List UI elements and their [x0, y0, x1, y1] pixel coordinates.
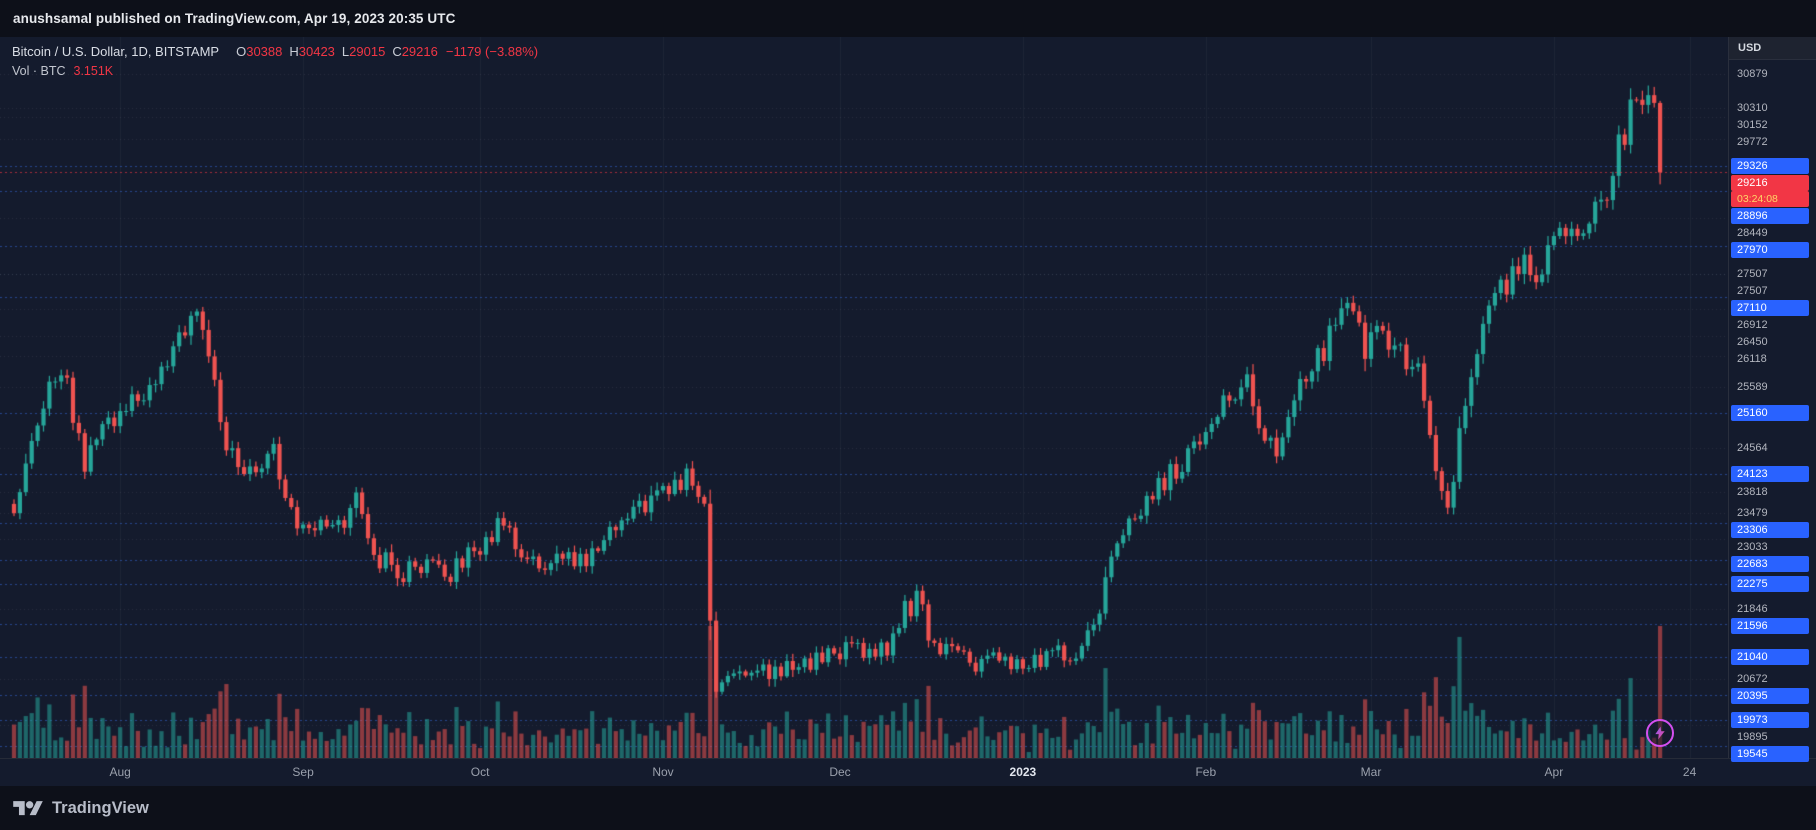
- boost-button[interactable]: [1646, 719, 1674, 747]
- low-label: L: [341, 44, 350, 59]
- attribution-bar: anushsamal published on TradingView.com,…: [0, 0, 1816, 37]
- close-value: 29216: [401, 44, 438, 59]
- currency-toggle[interactable]: USD: [1729, 37, 1816, 60]
- price-tick-label: 30152: [1737, 118, 1768, 131]
- time-axis[interactable]: Aug Sep Oct Nov Dec 2023 Feb Mar Apr 24: [0, 758, 1816, 786]
- last-price-label[interactable]: 29216: [1731, 174, 1809, 191]
- time-axis-label: Feb: [1195, 765, 1217, 779]
- price-tick-label: 30879: [1737, 67, 1768, 80]
- lightning-icon: [1655, 726, 1665, 740]
- price-tick-label: 29772: [1737, 135, 1768, 148]
- alert-price-label[interactable]: 27110: [1731, 299, 1809, 316]
- time-axis-label: Mar: [1360, 765, 1382, 779]
- time-axis-label: Oct: [470, 765, 490, 779]
- chart-canvas[interactable]: [0, 37, 1728, 758]
- alert-price-label[interactable]: 19545: [1731, 746, 1809, 763]
- tradingview-logo-icon[interactable]: [13, 797, 43, 820]
- price-tick-label: 23033: [1737, 540, 1768, 553]
- attribution-text: anushsamal published on TradingView.com,…: [13, 11, 456, 26]
- alert-price-label[interactable]: 23306: [1731, 521, 1809, 538]
- alert-price-label[interactable]: 19973: [1731, 712, 1809, 729]
- close-label: C: [392, 44, 402, 59]
- alert-price-label[interactable]: 22683: [1731, 555, 1809, 572]
- alert-price-label[interactable]: 21040: [1731, 649, 1809, 666]
- change-value: −1179 (−3.88%): [445, 44, 539, 59]
- high-label: H: [289, 44, 299, 59]
- tradingview-brand[interactable]: TradingView: [52, 798, 149, 817]
- price-tick-label: 30310: [1737, 101, 1768, 114]
- price-tick-label: 23818: [1737, 486, 1768, 499]
- alert-price-label[interactable]: 24123: [1731, 466, 1809, 483]
- time-axis-label: Apr: [1544, 765, 1564, 779]
- price-tick-label: 26912: [1737, 318, 1768, 331]
- symbol-title[interactable]: Bitcoin / U.S. Dollar, 1D, BITSTAMP: [12, 44, 220, 59]
- open-label: O: [236, 44, 247, 59]
- price-tick-label: 24564: [1737, 442, 1768, 455]
- price-tick-label: 19895: [1737, 731, 1768, 744]
- time-axis-label: Nov: [652, 765, 674, 779]
- time-axis-label: Dec: [829, 765, 851, 779]
- high-value: 30423: [298, 44, 335, 59]
- alert-price-label[interactable]: 20395: [1731, 688, 1809, 705]
- legend-volume-row: Vol · BTC 3.151K: [12, 64, 538, 78]
- alert-price-label[interactable]: 21596: [1731, 618, 1809, 635]
- price-tick-label: 27507: [1737, 267, 1768, 280]
- symbol-legend: Bitcoin / U.S. Dollar, 1D, BITSTAMP O3038…: [12, 44, 538, 78]
- price-tick-label: 28449: [1737, 226, 1768, 239]
- price-axis[interactable]: USD 30879 30310 30152 29772 29326 29216 03:24:…: [1728, 37, 1816, 763]
- alert-price-label[interactable]: 29326: [1731, 157, 1809, 174]
- low-value: 29015: [349, 44, 386, 59]
- open-value: 30388: [246, 44, 283, 59]
- legend-ohlc-row: Bitcoin / U.S. Dollar, 1D, BITSTAMP O3038…: [12, 44, 538, 59]
- price-tick-label: 26118: [1737, 352, 1767, 365]
- chart-plot-area[interactable]: Bitcoin / U.S. Dollar, 1D, BITSTAMP O3038…: [0, 37, 1728, 758]
- price-tick-label: 20672: [1737, 673, 1768, 686]
- countdown-label: 03:24:08: [1731, 190, 1809, 207]
- footer-bar: TradingView: [0, 786, 1816, 830]
- price-tick-label: 27507: [1737, 284, 1768, 297]
- alert-price-label[interactable]: 22275: [1731, 575, 1809, 592]
- alert-price-label[interactable]: 28896: [1731, 207, 1809, 224]
- price-tick-label: 21846: [1737, 603, 1768, 616]
- alert-price-label[interactable]: 27970: [1731, 241, 1809, 258]
- time-axis-label: Sep: [292, 765, 314, 779]
- time-axis-label: 2023: [1009, 765, 1037, 779]
- alert-price-label[interactable]: 25160: [1731, 404, 1809, 421]
- time-axis-label: Aug: [109, 765, 131, 779]
- time-axis-label: 24: [1682, 765, 1697, 779]
- price-tick-label: 25589: [1737, 381, 1768, 394]
- price-tick-label: 23479: [1737, 506, 1768, 519]
- volume-value: 3.151K: [73, 64, 114, 78]
- price-axis-labels: 30879 30310 30152 29772 29326 29216 03:24:08 28…: [1729, 37, 1816, 763]
- price-tick-label: 26450: [1737, 335, 1768, 348]
- volume-label: Vol · BTC: [12, 64, 66, 78]
